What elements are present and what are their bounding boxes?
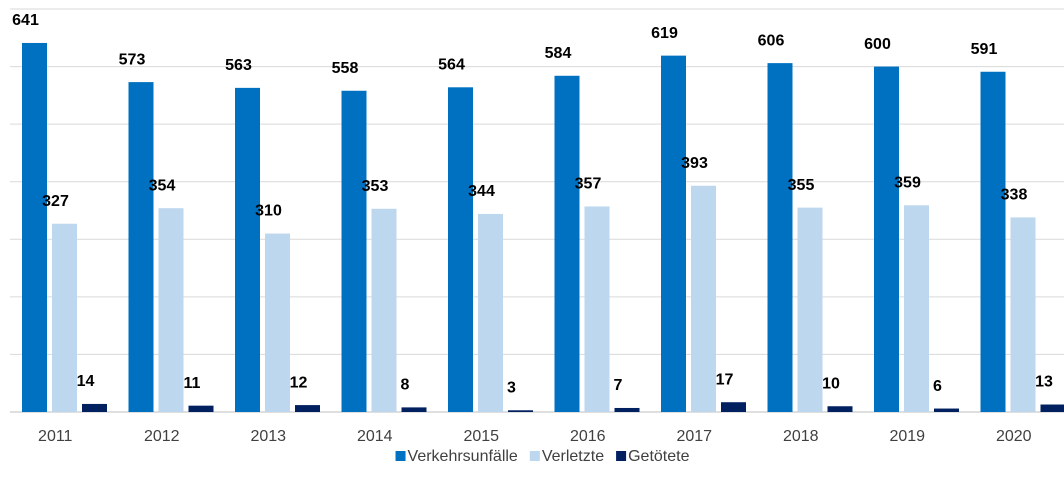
bar — [615, 408, 640, 412]
bar — [295, 405, 320, 412]
value-label: 10 — [822, 375, 840, 392]
value-label: 14 — [77, 373, 95, 390]
x-tick-label: 2014 — [357, 428, 393, 445]
bar — [661, 56, 686, 412]
value-label: 573 — [119, 51, 146, 68]
value-label: 563 — [225, 57, 252, 74]
bar — [189, 406, 214, 412]
bar — [1011, 217, 1036, 412]
bar — [52, 224, 77, 412]
value-label: 357 — [575, 176, 602, 193]
value-label: 13 — [1035, 374, 1053, 391]
value-label: 3 — [507, 379, 516, 396]
bar — [555, 76, 580, 412]
legend-swatch — [530, 451, 540, 461]
x-tick-label: 2012 — [144, 428, 180, 445]
bar — [402, 407, 427, 412]
x-tick-label: 2016 — [570, 428, 606, 445]
value-label: 359 — [894, 175, 921, 192]
value-label: 584 — [545, 45, 572, 62]
value-label: 606 — [758, 32, 785, 49]
bar — [265, 234, 290, 412]
value-label: 355 — [788, 177, 815, 194]
value-label: 310 — [255, 203, 282, 220]
bar — [478, 214, 503, 412]
bar — [372, 209, 397, 412]
value-label: 564 — [438, 57, 465, 74]
legend-label: Verletzte — [542, 448, 604, 465]
legend-label: Getötete — [628, 448, 689, 465]
value-label: 17 — [716, 371, 734, 388]
bar — [82, 404, 107, 412]
value-label: 327 — [42, 193, 69, 210]
bar — [159, 208, 184, 412]
value-label: 619 — [651, 25, 678, 42]
bar — [22, 43, 47, 412]
value-label: 338 — [1001, 187, 1028, 204]
value-label: 393 — [681, 155, 708, 172]
bar — [874, 67, 899, 412]
x-tick-label: 2015 — [463, 428, 499, 445]
bar — [691, 186, 716, 412]
value-label: 344 — [468, 183, 495, 200]
x-tick-label: 2019 — [889, 428, 925, 445]
value-label: 600 — [864, 36, 891, 53]
value-label: 353 — [362, 178, 389, 195]
bar — [1041, 405, 1064, 412]
value-label: 8 — [401, 377, 410, 394]
x-tick-label: 2017 — [676, 428, 712, 445]
bar — [508, 410, 533, 412]
x-tick-label: 2011 — [38, 428, 73, 445]
bar — [904, 205, 929, 412]
value-label: 591 — [971, 41, 998, 58]
value-label: 12 — [290, 374, 308, 391]
bar — [129, 82, 154, 412]
bar — [235, 88, 260, 412]
value-label: 7 — [614, 377, 623, 394]
value-label: 6 — [933, 378, 942, 395]
legend-label: Verkehrsunfälle — [408, 448, 518, 465]
legend-swatch — [616, 451, 626, 461]
bar — [448, 87, 473, 412]
value-label: 641 — [12, 12, 39, 29]
value-label: 11 — [184, 375, 201, 392]
bar — [721, 402, 746, 412]
x-tick-label: 2018 — [783, 428, 819, 445]
value-label: 558 — [332, 60, 359, 77]
bar — [585, 206, 610, 412]
bar — [342, 91, 367, 412]
bar — [798, 208, 823, 412]
bar — [934, 409, 959, 412]
x-tick-label: 2013 — [250, 428, 286, 445]
bar — [828, 406, 853, 412]
legend-swatch — [396, 451, 406, 461]
value-label: 354 — [149, 177, 176, 194]
bar — [768, 63, 793, 412]
bar — [981, 72, 1006, 412]
x-tick-label: 2020 — [996, 428, 1032, 445]
